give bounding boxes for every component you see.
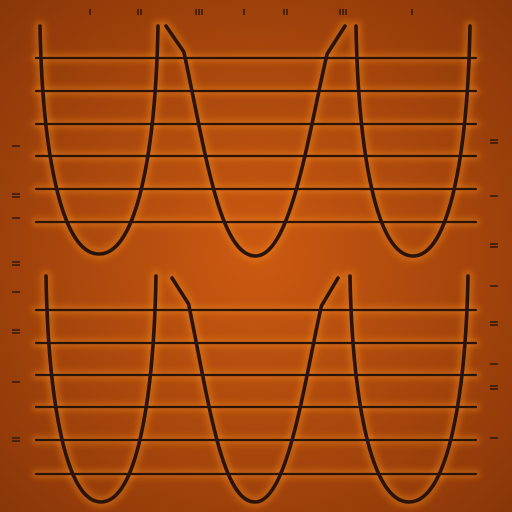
right-edge-mark-7 xyxy=(490,385,498,390)
left-edge-mark-6 xyxy=(12,329,20,334)
top-edge-mark-5 xyxy=(283,9,288,15)
top-edge-mark-6 xyxy=(339,9,347,15)
right-edge-mark-1 xyxy=(490,139,498,144)
left-edge-mark-2 xyxy=(12,193,20,198)
bottom-wave-curve-2 xyxy=(170,276,340,504)
string-lines xyxy=(34,56,478,476)
right-edge-mark-5 xyxy=(490,321,498,326)
top-wave-curve-1 xyxy=(38,24,160,256)
top-edge-mark-3 xyxy=(195,9,203,15)
right-edge-mark-3 xyxy=(490,243,498,248)
top-edge-mark-2 xyxy=(137,9,142,15)
top-wave-curve-3 xyxy=(354,24,472,258)
bottom-wave-curve-3 xyxy=(348,274,470,504)
bottom-wave-curve-1 xyxy=(44,274,158,504)
wave-curves xyxy=(38,24,472,504)
top-wave-curve-2 xyxy=(164,24,347,258)
left-edge-mark-8 xyxy=(12,437,20,442)
left-edge-mark-4 xyxy=(12,261,20,266)
tick-marks xyxy=(12,9,498,442)
